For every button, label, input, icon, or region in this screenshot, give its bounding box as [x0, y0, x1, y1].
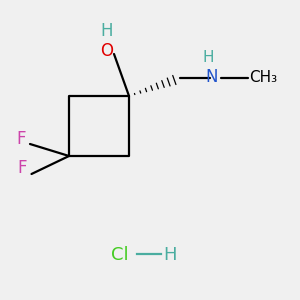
Text: H: H — [203, 50, 214, 65]
Text: Cl: Cl — [111, 246, 129, 264]
Text: H: H — [100, 22, 113, 40]
Text: O: O — [100, 42, 113, 60]
Text: F: F — [18, 159, 27, 177]
Text: F: F — [16, 130, 26, 148]
Text: CH₃: CH₃ — [249, 70, 277, 85]
Text: H: H — [164, 246, 177, 264]
Text: N: N — [205, 68, 218, 86]
